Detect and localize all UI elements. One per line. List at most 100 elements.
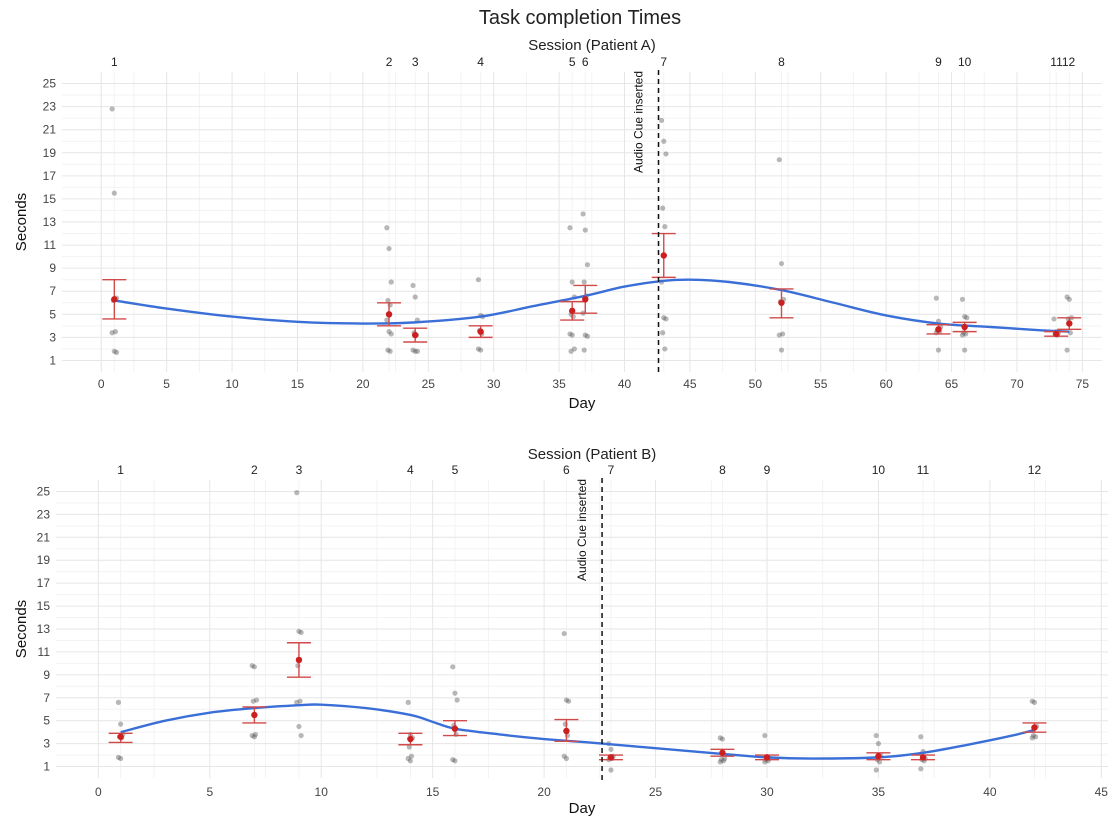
session-axis-title: Session (Patient A) (528, 37, 656, 54)
y-tick-label: 1 (43, 760, 50, 774)
x-tick-label: 0 (95, 785, 102, 799)
session-tick-label: 5 (452, 463, 459, 477)
observation-point (779, 331, 786, 337)
observation-point (1064, 294, 1070, 300)
x-tick-label: 15 (291, 377, 305, 391)
mean-point (451, 725, 459, 732)
y-tick-label: 1 (49, 353, 56, 367)
y-tick-label: 19 (37, 553, 51, 567)
x-axis-title: Day (569, 800, 596, 817)
y-tick-label: 17 (43, 169, 57, 183)
observation-point (296, 723, 302, 730)
mean-point (875, 753, 882, 760)
session-axis-title: Session (Patient B) (528, 446, 656, 463)
observation-point (662, 224, 668, 230)
mean-point (385, 311, 393, 318)
smooth-trend-line (120, 703, 1035, 760)
observation-point (584, 333, 591, 339)
observation-point (873, 767, 879, 773)
mean-point (1053, 330, 1060, 338)
mean-point (295, 656, 303, 664)
mean-point (477, 328, 484, 335)
observation-point (297, 698, 303, 704)
observation-point (662, 346, 668, 352)
session-tick-label: 2 (386, 55, 393, 69)
observation-point (1032, 734, 1039, 740)
observation-point (571, 346, 577, 352)
observation-point (608, 746, 614, 752)
observation-point (387, 348, 393, 354)
observation-point (384, 225, 390, 231)
x-tick-label: 25 (422, 377, 436, 391)
mean-point (719, 749, 726, 756)
y-tick-label: 21 (43, 123, 57, 137)
error-bars (108, 642, 1047, 761)
observation-point (762, 759, 768, 765)
observation-point (295, 663, 301, 669)
mean-point (919, 754, 927, 761)
observation-point (661, 138, 667, 144)
y-tick-label: 11 (44, 238, 57, 252)
y-tick-label: 9 (49, 261, 56, 275)
x-tick-label: 40 (618, 377, 632, 391)
observation-point (249, 732, 255, 739)
mean-point (251, 711, 258, 719)
observation-point (1051, 316, 1057, 322)
observation-point (109, 330, 115, 336)
x-tick-label: 65 (945, 377, 959, 391)
x-tick-label: 20 (537, 785, 551, 799)
y-tick-label: 7 (43, 691, 50, 705)
observation-point (660, 205, 666, 211)
observation-point (565, 698, 572, 704)
observation-point (384, 317, 390, 323)
observation-point (294, 490, 300, 496)
observation-point (581, 347, 587, 353)
observation-point (111, 190, 117, 196)
x-tick-label: 35 (872, 785, 886, 799)
observation-point (298, 732, 304, 739)
observation-point (569, 332, 575, 338)
y-tick-label: 23 (37, 507, 51, 521)
observation-point (963, 331, 969, 337)
mean-point (607, 754, 615, 761)
session-tick-label: 7 (608, 463, 615, 477)
observation-point (118, 721, 124, 727)
observation-point (407, 758, 413, 764)
observation-point (762, 732, 768, 739)
y-tick-label: 13 (43, 215, 57, 229)
observation-point (663, 151, 669, 157)
error-bars (102, 232, 1082, 343)
mean-point (1031, 724, 1038, 731)
observation-point (962, 347, 968, 353)
mean-point (407, 735, 414, 743)
observation-point (778, 260, 785, 267)
observation-point (386, 329, 392, 335)
observation-point (412, 348, 418, 354)
observation-point (717, 759, 723, 765)
mean-point (935, 326, 942, 333)
observation-point (567, 225, 573, 231)
y-tick-label: 15 (43, 192, 57, 206)
observation-point (1030, 732, 1036, 739)
y-tick-label: 21 (37, 530, 51, 544)
x-tick-label: 75 (1076, 377, 1090, 391)
observation-point (580, 211, 586, 217)
observation-point (251, 734, 257, 740)
y-axis-title: Seconds (13, 600, 30, 658)
session-tick-label: 1112 (1050, 55, 1075, 69)
x-tick-label: 40 (983, 785, 997, 799)
observation-point (660, 330, 666, 336)
x-tick-label: 45 (1095, 785, 1109, 799)
observation-point (608, 767, 614, 773)
observation-point (410, 347, 416, 353)
observation-point (410, 282, 416, 289)
observation-point (658, 117, 665, 124)
audio-cue-label: Audio Cue inserted (575, 479, 589, 581)
observation-point (569, 279, 575, 285)
mean-point (568, 307, 576, 315)
session-tick-label: 4 (477, 55, 484, 69)
observation-point (385, 297, 391, 304)
observation-point (1029, 698, 1035, 704)
y-tick-label: 15 (37, 599, 51, 613)
